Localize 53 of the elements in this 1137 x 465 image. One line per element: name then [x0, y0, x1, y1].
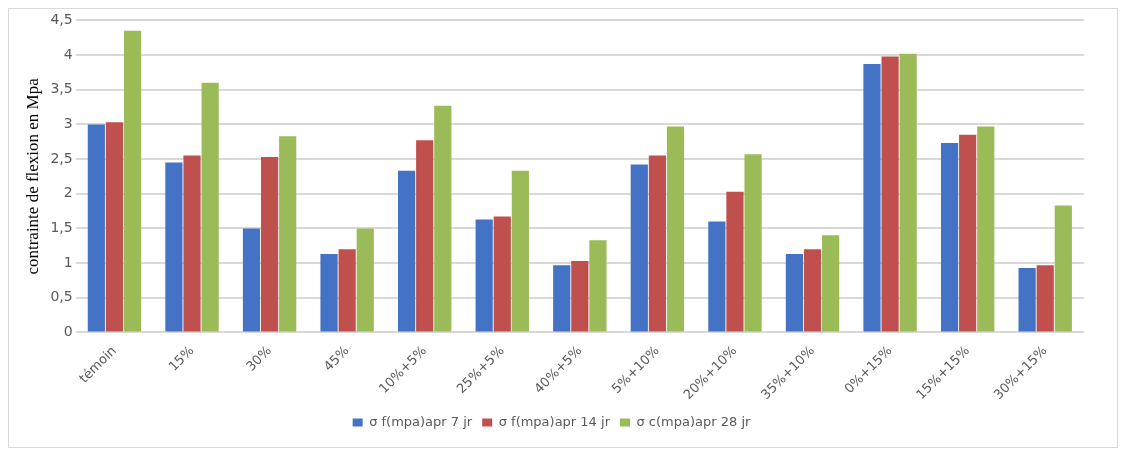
bar — [123, 30, 142, 332]
y-axis-title: contrainte de flexion en Mpa — [22, 77, 42, 275]
bar — [416, 140, 434, 332]
y-tick-label: 0 — [63, 323, 73, 340]
bar — [881, 56, 899, 332]
y-tick-label: 4 — [63, 45, 73, 62]
bar — [822, 235, 840, 332]
bar — [493, 216, 511, 332]
y-tick-label: 3 — [63, 115, 73, 132]
legend-label: σ f(mpa)apr 14 jr — [498, 413, 611, 429]
bar — [434, 105, 452, 332]
bar — [571, 260, 589, 332]
bar — [589, 240, 607, 332]
bar — [260, 156, 279, 332]
y-tick-label: 1 — [63, 253, 73, 270]
bar — [183, 155, 201, 332]
bar — [940, 143, 959, 332]
bar — [511, 170, 529, 332]
bar — [630, 164, 648, 332]
bar — [201, 82, 219, 332]
bar — [242, 228, 261, 332]
y-tick-label: 0,5 — [50, 288, 73, 305]
legend-label: σ c(mpa)apr 28 jr — [636, 413, 751, 429]
bar — [726, 191, 744, 332]
bar — [744, 154, 762, 332]
bar — [785, 254, 804, 332]
y-tick-label: 4,5 — [50, 11, 73, 28]
bar — [803, 249, 822, 332]
bar — [899, 53, 917, 332]
bar — [863, 64, 881, 332]
bar — [356, 228, 374, 332]
legend-label: σ f(mpa)apr 7 jr — [369, 413, 473, 429]
bar — [165, 162, 183, 332]
y-tick-label: 1,5 — [50, 219, 73, 236]
bar — [475, 219, 493, 332]
bar — [977, 126, 995, 332]
bar — [1054, 205, 1072, 332]
y-tick-label: 3,5 — [50, 80, 73, 97]
bar — [87, 124, 105, 332]
bar — [648, 155, 666, 332]
bar — [338, 249, 356, 332]
bar — [105, 122, 124, 332]
y-tick-label: 2 — [63, 184, 73, 201]
bar — [398, 170, 416, 332]
bar — [666, 126, 685, 332]
bar — [1036, 265, 1054, 332]
bar — [553, 265, 571, 332]
y-tick-label: 2,5 — [50, 149, 73, 166]
bar — [1018, 267, 1036, 332]
bar — [708, 221, 726, 332]
bar — [320, 254, 338, 332]
bar — [959, 134, 977, 332]
bar — [279, 136, 297, 332]
